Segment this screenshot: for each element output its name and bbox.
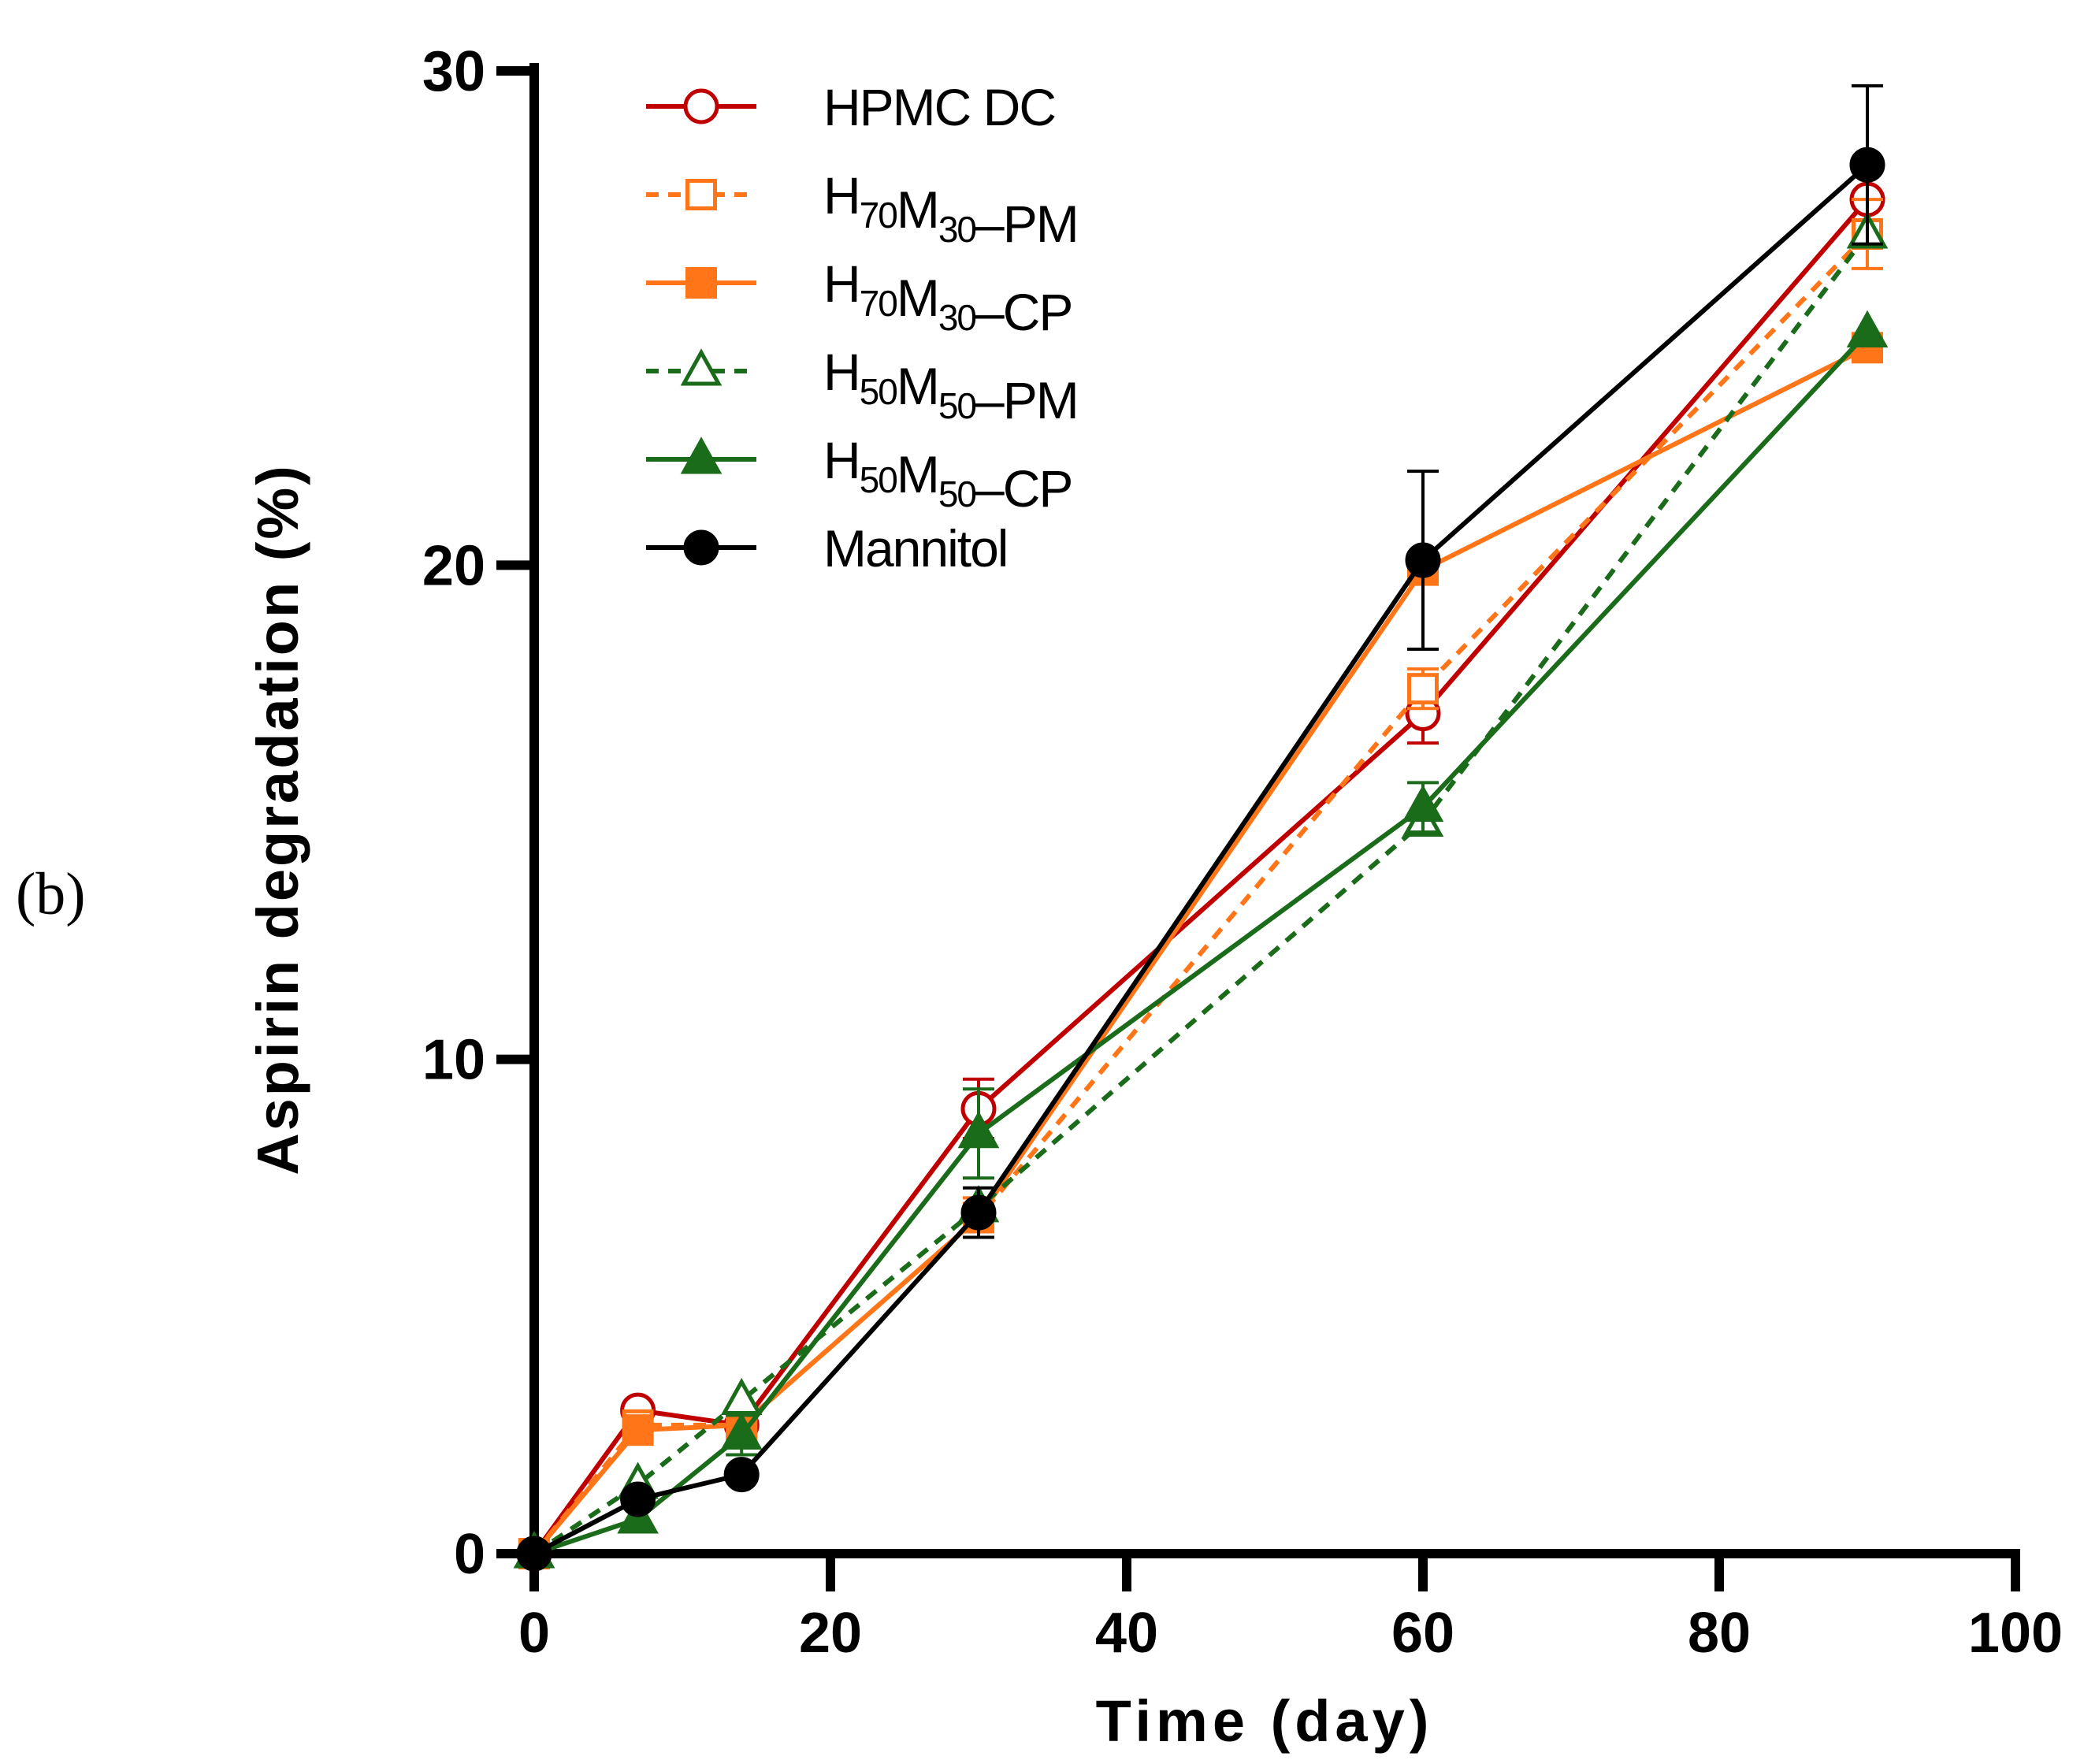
- data-point: [720, 1377, 763, 1415]
- legend-item: Mannitol: [646, 519, 1009, 577]
- legend-label: Mannitol: [823, 519, 1007, 577]
- axes-layer: 0 20 40 60 80 100 0 10 20 30: [422, 40, 2063, 1665]
- data-point: [1849, 147, 1885, 183]
- x-tick-label: 80: [1688, 1602, 1751, 1665]
- legend-item: H50M50–PM: [646, 343, 1079, 429]
- legend: HPMC DC H70M30–PMH70M30–CPH50M50–PMH50M50…: [646, 78, 1079, 577]
- y-tick-label: 0: [454, 1523, 485, 1586]
- series-5: [516, 84, 1885, 1572]
- data-point: [683, 529, 719, 566]
- series-0: [516, 181, 1885, 1572]
- series-line: [533, 162, 1869, 1556]
- series-line: [532, 198, 1870, 1555]
- legend-item: H70M30–PM: [646, 166, 1079, 253]
- data-point: [720, 1412, 763, 1450]
- data-point: [1405, 542, 1441, 578]
- y-axis-label: Aspirin degradation (%): [245, 463, 310, 1175]
- data-point: [683, 88, 719, 124]
- data-point: [680, 436, 723, 474]
- data-point: [960, 1194, 997, 1231]
- data-point: [957, 1111, 1000, 1149]
- legend-item: H50M50–CP: [646, 431, 1073, 518]
- series-line: [532, 345, 1869, 1555]
- x-tick-label: 60: [1391, 1602, 1454, 1665]
- legend-label: HPMC DC: [823, 78, 1055, 136]
- x-tick-label: 0: [518, 1602, 550, 1665]
- series-4: [513, 310, 1889, 1569]
- legend-label: H50M50–CP: [823, 431, 1072, 518]
- x-tick-label: 40: [1095, 1602, 1158, 1665]
- series-layer: [513, 84, 1889, 1572]
- legend-item: H70M30–CP: [646, 254, 1073, 341]
- data-point: [723, 1457, 760, 1493]
- panel-label: (b): [16, 861, 86, 927]
- x-tick-label: 20: [799, 1602, 862, 1665]
- legend-label: H70M30–PM: [823, 166, 1078, 253]
- legend-item: HPMC DC: [646, 78, 1057, 136]
- y-tick-label: 10: [422, 1029, 485, 1092]
- y-tick-label: 30: [422, 40, 485, 103]
- legend-label: H50M50–PM: [823, 343, 1078, 429]
- x-axis-label: Time (day): [1096, 1688, 1434, 1754]
- data-point: [685, 179, 717, 210]
- legend-label: H70M30–CP: [823, 254, 1072, 341]
- data-point: [1402, 785, 1444, 823]
- series-line: [533, 331, 1870, 1556]
- data-point: [680, 348, 723, 386]
- data-point: [622, 1414, 654, 1446]
- data-point: [685, 267, 717, 299]
- data-point: [1846, 310, 1889, 347]
- data-point: [620, 1481, 656, 1517]
- x-tick-label: 100: [1968, 1602, 2063, 1665]
- y-tick-label: 20: [422, 534, 485, 597]
- data-point: [1407, 673, 1439, 705]
- data-point: [516, 1536, 552, 1572]
